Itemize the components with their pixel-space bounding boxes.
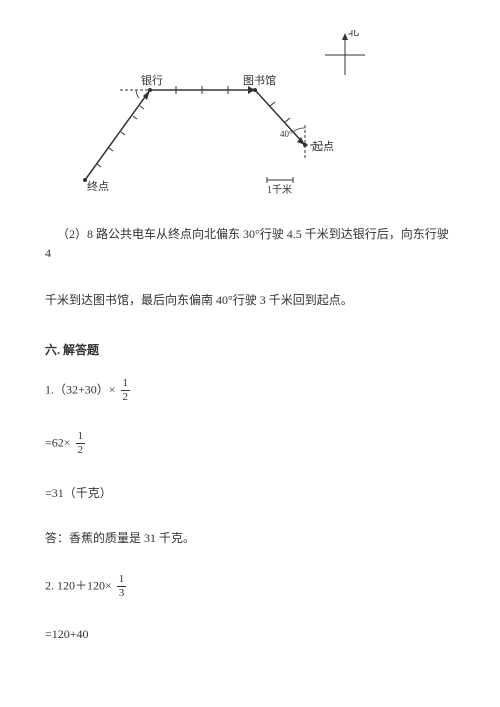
fraction: 1 3 [117,574,127,599]
compass: 北 [325,30,365,75]
ticks-library-start [270,102,290,122]
start-label: 起点 [312,140,334,153]
frac-num: 1 [117,574,127,587]
point-bank [148,88,152,92]
end-label: 终点 [87,179,109,193]
angle40-label: 40° [280,129,293,139]
q1-line1-text: 1.（32+30）× [45,382,116,396]
start-angle-arc [293,128,305,132]
frac-num: 1 [121,378,131,391]
library-label: 图书馆 [243,73,276,87]
q1-line2: =62× 1 2 [45,431,455,456]
q2-line2: =120+40 [45,627,455,642]
ticks-end-bank [97,106,144,167]
frac-den: 2 [121,391,131,403]
q1-answer: 答：香蕉的质量是 31 千克。 [45,529,455,546]
point-library [253,88,257,92]
q1-line3: =31（千克） [45,484,455,501]
question-2-text: （2）8 路公共电车从终点向北偏东 30°行驶 4.5 千米到达银行后，向东行驶… [45,225,455,311]
bank-angle-arc [136,90,139,98]
q1-line2-text: =62× [45,435,71,449]
frac-den: 3 [117,587,127,599]
section-heading: 六. 解答题 [45,341,455,358]
point-start [303,143,307,147]
q2-line1: （2）8 路公共电车从终点向北偏东 30°行驶 4.5 千米到达银行后，向东行驶… [45,225,455,263]
scale-label: 1千米 [267,183,292,196]
fraction: 1 2 [121,378,131,403]
fraction: 1 2 [76,431,86,456]
north-label: 北 [348,30,359,38]
route-diagram: 北 40° 银行 图书馆 起点 终点 1千米 [65,30,385,200]
q2-line2: 千米到达图书馆，最后向东偏南 40°行驶 3 千米回到起点。 [45,291,455,310]
frac-num: 1 [76,431,86,444]
q2-line1: 2. 120＋120× 1 3 [45,574,455,599]
diagram-svg: 北 40° 银行 图书馆 起点 终点 1千米 [65,30,385,200]
seg-end-bank [85,90,150,180]
q1-line1: 1.（32+30）× 1 2 [45,378,455,403]
frac-den: 2 [76,444,86,456]
bank-label: 银行 [141,73,163,87]
q2-line1-text: 2. 120＋120× [45,578,112,592]
